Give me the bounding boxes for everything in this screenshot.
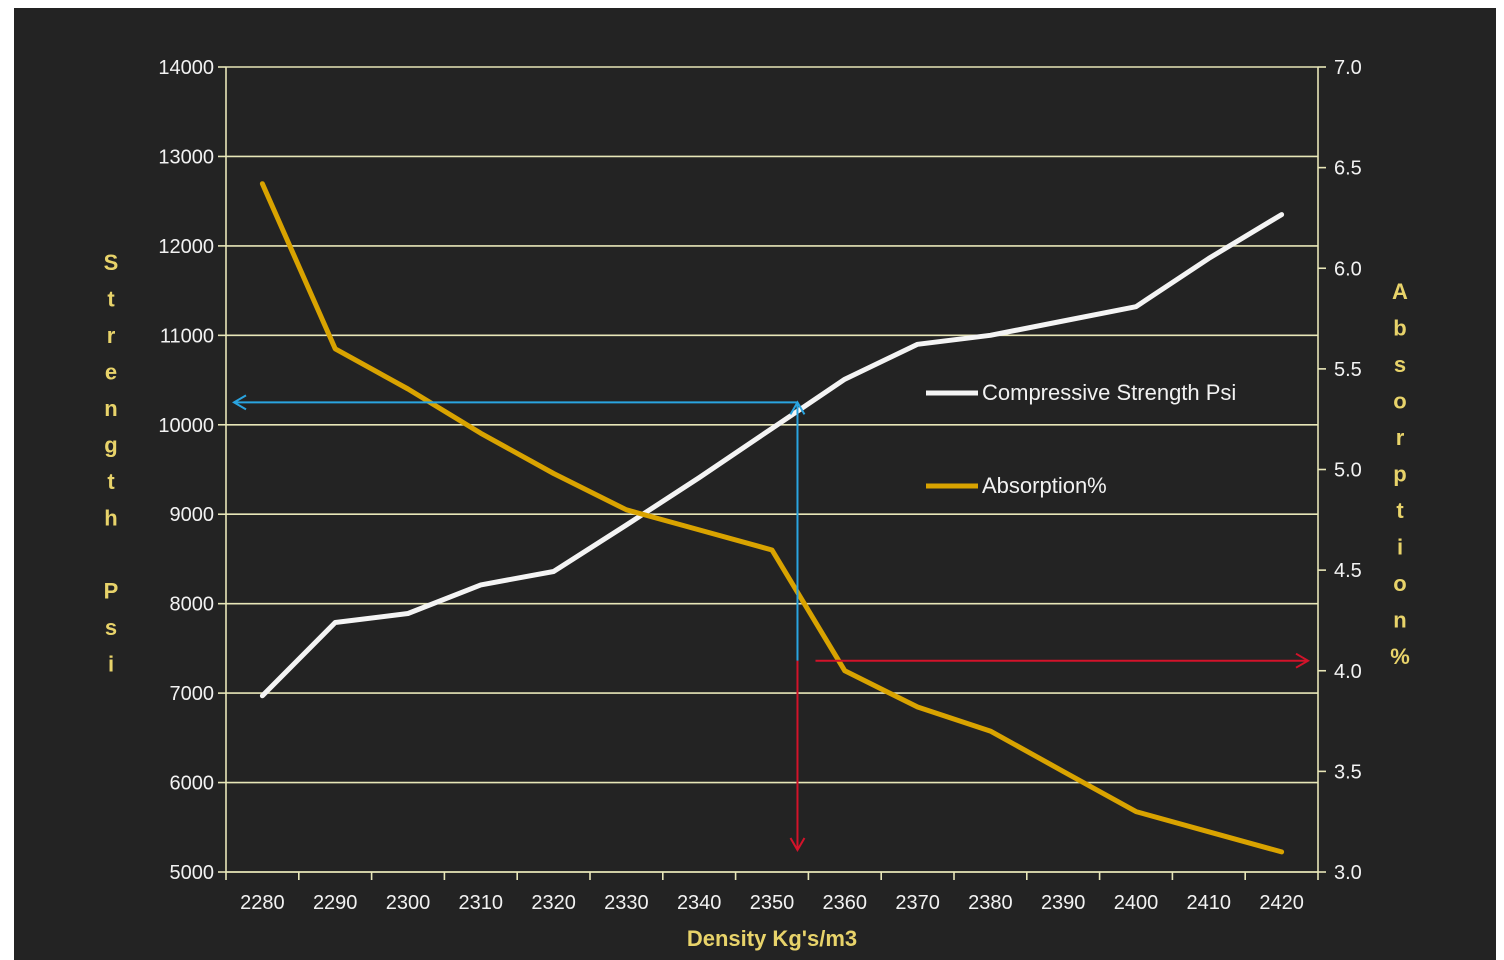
left-tick-label: 8000 — [170, 594, 215, 616]
right-tick-label: 5.0 — [1334, 460, 1362, 482]
right-axis-title-char: n — [1393, 608, 1406, 633]
right-tick-label: 6.5 — [1334, 158, 1362, 180]
right-axis-title-char: b — [1393, 316, 1406, 341]
left-axis-title-char: g — [104, 433, 117, 458]
left-axis-title-char: n — [104, 396, 117, 421]
right-tick-label: 5.5 — [1334, 359, 1362, 381]
legend: Compressive Strength Psi Absorption% — [926, 380, 1236, 498]
left-axis-title-char: h — [104, 506, 117, 531]
left-axis-title-char: t — [107, 287, 115, 312]
x-tick-label: 2310 — [459, 892, 504, 914]
left-axis-title-char: P — [104, 579, 119, 604]
right-axis-title-char: i — [1397, 535, 1403, 560]
left-tick-label: 10000 — [158, 415, 214, 437]
right-axis-title-char: A — [1392, 279, 1408, 304]
left-tick-label: 7000 — [170, 683, 215, 705]
right-tick-label: 3.0 — [1334, 862, 1362, 884]
right-tick-label: 7.0 — [1334, 57, 1362, 79]
x-tick-label: 2340 — [677, 892, 722, 914]
series — [259, 181, 1285, 855]
left-axis-title-char: s — [105, 615, 117, 640]
x-tick-label: 2320 — [531, 892, 576, 914]
left-axis-title-char: r — [107, 323, 116, 348]
x-tick-label: 2350 — [750, 892, 795, 914]
legend-strength-label: Compressive Strength Psi — [982, 380, 1236, 405]
left-tick-label: 14000 — [158, 57, 214, 79]
gridlines — [226, 66, 1318, 873]
left-axis-title-char: e — [105, 360, 117, 385]
right-axis-title-char: s — [1394, 352, 1406, 377]
dual-axis-line-chart: 14000 13000 12000 11000 10000 9000 8000 7000 600… — [104, 57, 1410, 951]
chart-panel: 14000 13000 12000 11000 10000 9000 8000 7000 600… — [14, 8, 1496, 960]
left-axis-title-char: t — [107, 469, 115, 494]
right-axis-title-char: t — [1396, 498, 1404, 523]
x-tick-label: 2410 — [1187, 892, 1232, 914]
x-tick-label: 2420 — [1259, 892, 1304, 914]
x-tick-label: 2280 — [240, 892, 285, 914]
absorption-line — [259, 181, 1285, 855]
right-axis-title-char: r — [1396, 425, 1405, 450]
left-axis-title-char: S — [104, 250, 119, 275]
axes: 14000 13000 12000 11000 10000 9000 8000 7000 600… — [158, 57, 1361, 914]
right-tick-label: 6.0 — [1334, 258, 1362, 280]
left-tick-label: 6000 — [170, 773, 215, 795]
right-axis-title-char: p — [1393, 462, 1406, 487]
x-axis-title: Density Kg's/m3 — [687, 926, 857, 951]
x-tick-label: 2370 — [895, 892, 940, 914]
right-axis-title-char: o — [1393, 389, 1406, 414]
x-tick-label: 2300 — [386, 892, 431, 914]
x-tick-label: 2290 — [313, 892, 358, 914]
right-tick-label: 4.5 — [1334, 560, 1362, 582]
red-arrowhead-right — [1295, 652, 1310, 669]
compressive-strength-line — [259, 212, 1285, 699]
left-tick-label: 13000 — [158, 146, 214, 168]
annotation-arrows — [232, 394, 1310, 852]
red-arrowhead-down — [789, 837, 806, 852]
right-tick-label: 3.5 — [1334, 761, 1362, 783]
x-tick-label: 2380 — [968, 892, 1013, 914]
left-tick-label: 11000 — [160, 325, 214, 347]
left-axis-title-char: i — [108, 652, 114, 677]
left-tick-label: 12000 — [158, 236, 214, 258]
right-axis-title-char: o — [1393, 571, 1406, 596]
left-tick-label: 9000 — [170, 504, 215, 526]
x-tick-label: 2330 — [604, 892, 649, 914]
right-axis-title-char: % — [1390, 644, 1410, 669]
legend-absorption-label: Absorption% — [982, 473, 1107, 498]
x-tick-label: 2400 — [1114, 892, 1159, 914]
left-tick-label: 5000 — [170, 862, 215, 884]
x-tick-label: 2390 — [1041, 892, 1086, 914]
x-tick-label: 2360 — [823, 892, 868, 914]
blue-arrowhead-left — [232, 394, 247, 411]
right-tick-label: 4.0 — [1334, 661, 1362, 683]
